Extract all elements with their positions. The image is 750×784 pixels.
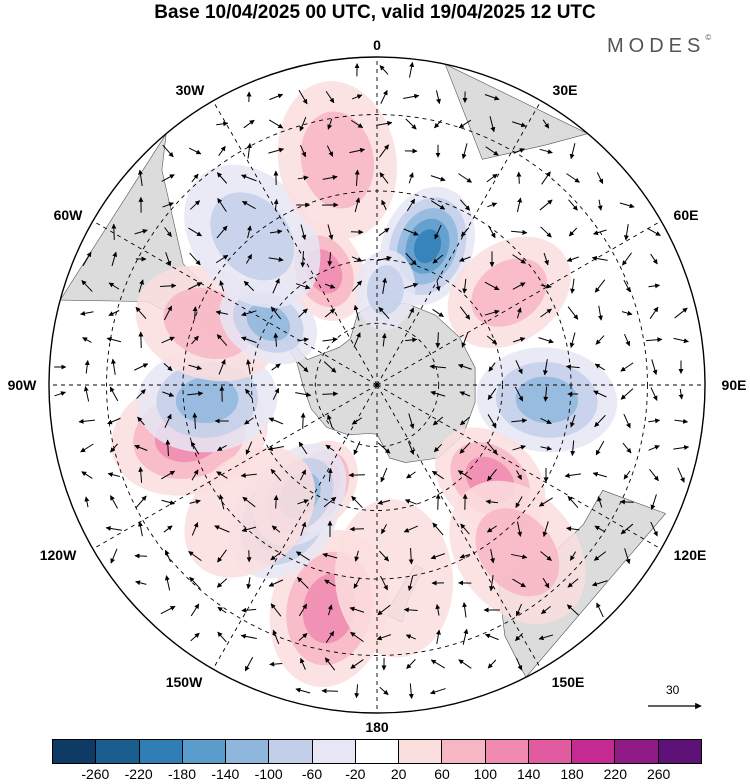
lon-label-180: 180 xyxy=(365,719,388,735)
wind-arrow-icon xyxy=(114,224,115,240)
colorbar-tick-label: -220 xyxy=(125,766,153,782)
colorbar-tick-label: 260 xyxy=(647,766,670,782)
colorbar-swatch xyxy=(399,740,442,763)
lon-label-120e: 120E xyxy=(674,547,707,563)
wind-arrow-icon xyxy=(438,494,439,510)
lon-label-30e: 30E xyxy=(553,82,578,98)
wind-arrow-icon xyxy=(135,556,147,557)
lon-label-60w: 60W xyxy=(54,207,83,223)
reference-vector-label: 30 xyxy=(666,683,679,697)
colorbar-swatch xyxy=(140,740,183,763)
colorbar-tick-label: -60 xyxy=(302,766,322,782)
wind-arrow-icon xyxy=(519,172,520,184)
polar-map xyxy=(0,0,750,735)
colorbar-tick-label: 20 xyxy=(391,766,407,782)
wind-arrow-icon xyxy=(276,495,277,508)
colorbar-tick-label: 220 xyxy=(604,766,627,782)
colorbar-tick-label: 140 xyxy=(517,766,540,782)
colorbar-swatch xyxy=(53,740,96,763)
colorbar-ticks: -260 -220 -180 -140 -100 -60 -20 20 60 100 140 180 2… xyxy=(0,766,750,784)
wind-arrow-icon xyxy=(303,413,304,429)
lon-label-90e: 90E xyxy=(722,377,747,393)
wind-arrow-icon xyxy=(620,502,633,503)
colorbar-swatch xyxy=(269,740,312,763)
colorbar-swatch xyxy=(572,740,615,763)
colorbar-swatch xyxy=(313,740,356,763)
colorbar-tick-label: 60 xyxy=(434,766,450,782)
lon-label-30w: 30W xyxy=(176,82,205,98)
colorbar-tick-label: 100 xyxy=(474,766,497,782)
lon-label-150e: 150E xyxy=(552,674,585,690)
colorbar-swatch xyxy=(96,740,139,763)
colorbar-swatch xyxy=(529,740,572,763)
colorbar xyxy=(52,739,702,764)
colorbar-tick-label: -20 xyxy=(345,766,365,782)
lon-label-60e: 60E xyxy=(674,207,699,223)
colorbar-swatch xyxy=(486,740,529,763)
colorbar-swatch xyxy=(615,740,658,763)
lon-label-150w: 150W xyxy=(166,674,203,690)
wind-arrow-icon xyxy=(141,332,142,348)
colorbar-swatch xyxy=(226,740,269,763)
colorbar-tick-label: -100 xyxy=(255,766,283,782)
lon-label-0: 0 xyxy=(373,37,381,53)
colorbar-swatch xyxy=(659,740,701,763)
colorbar-tick-label: -260 xyxy=(81,766,109,782)
wind-arrow-icon xyxy=(350,529,364,530)
wind-arrow-icon xyxy=(322,691,338,692)
lon-label-90w: 90W xyxy=(8,377,37,393)
colorbar-swatch xyxy=(356,740,399,763)
colorbar-swatch xyxy=(183,740,226,763)
colorbar-tick-label: 180 xyxy=(560,766,583,782)
colorbar-swatch xyxy=(442,740,485,763)
colorbar-tick-label: -180 xyxy=(168,766,196,782)
colorbar-tick-label: -140 xyxy=(211,766,239,782)
lon-label-120w: 120W xyxy=(40,547,77,563)
